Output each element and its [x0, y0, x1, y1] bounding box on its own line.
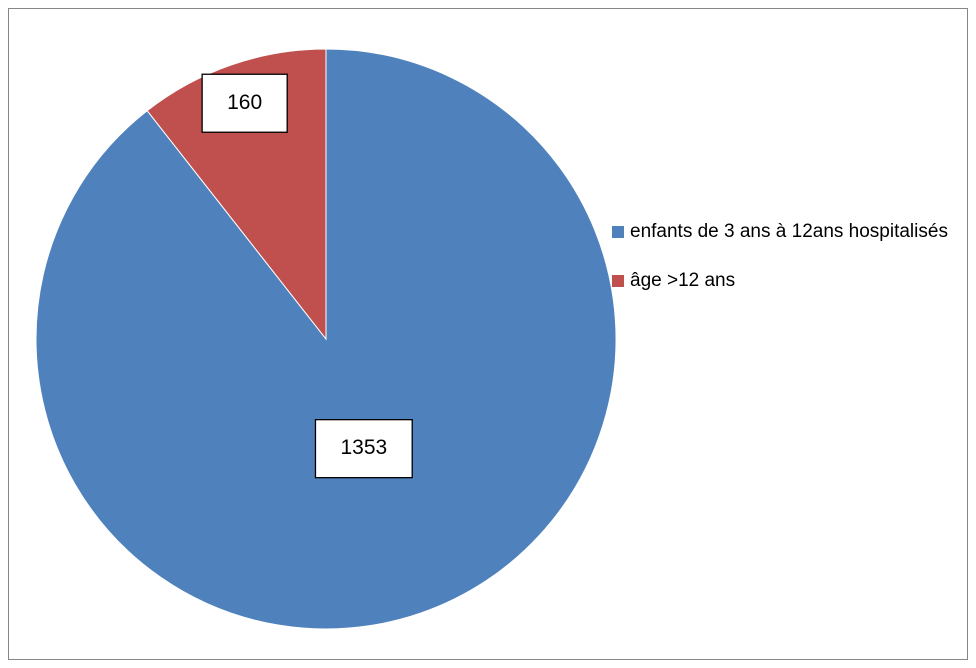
data-label: 1353 — [340, 436, 387, 459]
data-label-box — [314, 419, 413, 479]
data-label-box — [201, 73, 288, 133]
legend-label: âge >12 ans — [630, 270, 735, 291]
legend-swatch — [612, 226, 624, 238]
data-label: 160 — [227, 91, 262, 114]
legend-swatch — [612, 275, 624, 287]
data-label-group: 160 — [201, 73, 288, 133]
legend-label: enfants de 3 ans à 12ans hospitalisés — [630, 221, 948, 242]
data-label-group: 1353 — [314, 419, 413, 479]
